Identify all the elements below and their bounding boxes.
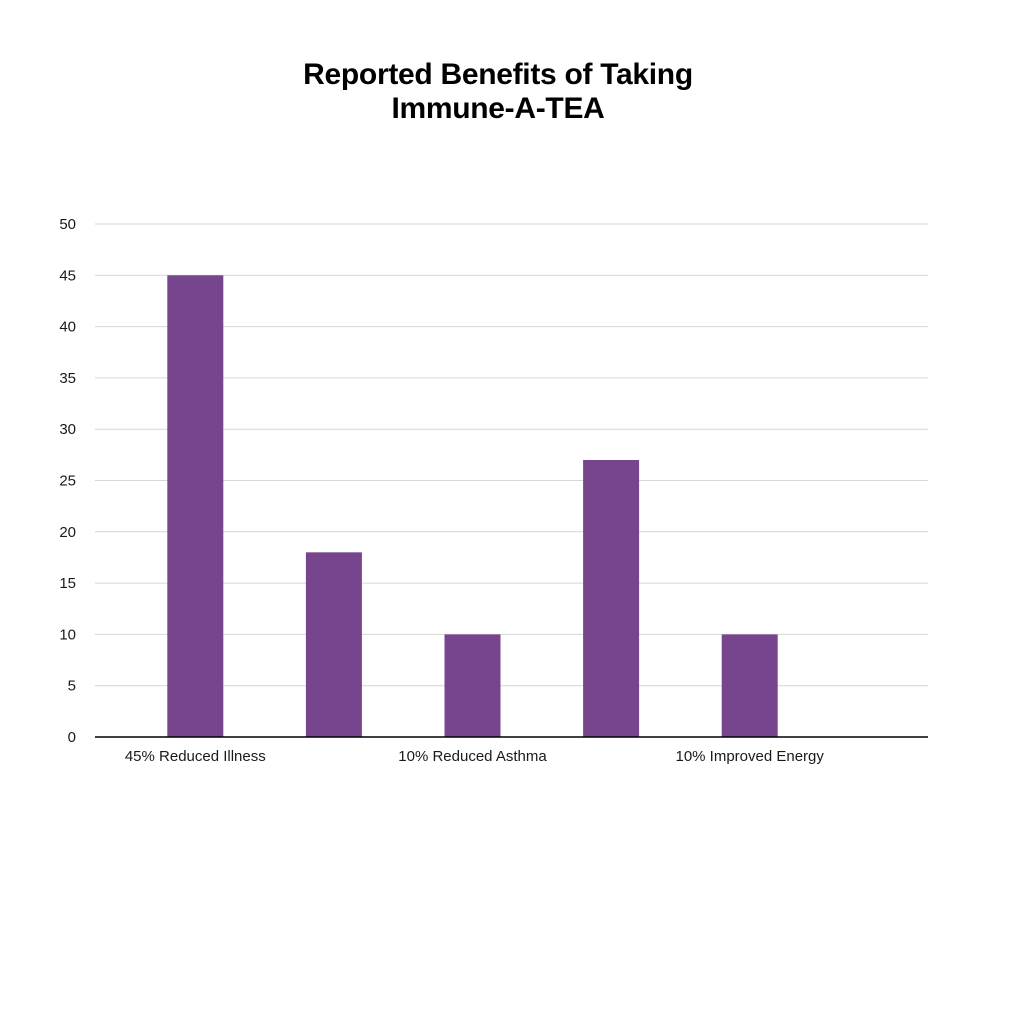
y-tick-label: 25 (59, 473, 76, 490)
y-tick-label: 40 (59, 319, 76, 336)
y-tick-label: 35 (59, 370, 76, 387)
y-tick-label: 0 (68, 729, 76, 746)
y-tick-label: 20 (59, 524, 76, 541)
y-tick-label: 30 (59, 421, 76, 438)
bar (167, 275, 224, 737)
x-tick-label: 10% Reduced Asthma (398, 748, 547, 765)
x-tick-label: 45% Reduced Illness (125, 748, 266, 765)
y-tick-label: 50 (59, 216, 76, 233)
y-tick-label: 45 (59, 267, 76, 284)
y-tick-labels: 0 5 10 15 20 25 30 35 40 45 50 (59, 216, 76, 746)
gridlines (95, 223, 928, 687)
bar (305, 552, 362, 737)
y-tick-label: 5 (68, 678, 76, 695)
chart-title-line-1: Reported Benefits of Taking (303, 58, 693, 91)
bar (583, 459, 640, 737)
bar (721, 634, 778, 737)
bar (444, 634, 501, 737)
bars (167, 275, 778, 737)
chart-title: Reported Benefits of Taking Immune-A-TEA (0, 58, 996, 126)
x-tick-labels: 45% Reduced Illness 10% Reduced Asthma 10%… (125, 748, 825, 765)
x-tick-label: 10% Improved Energy (675, 748, 824, 765)
y-tick-label: 15 (59, 575, 76, 592)
chart-title-line-2: Immune-A-TEA (391, 92, 605, 125)
y-tick-label: 10 (59, 626, 76, 643)
